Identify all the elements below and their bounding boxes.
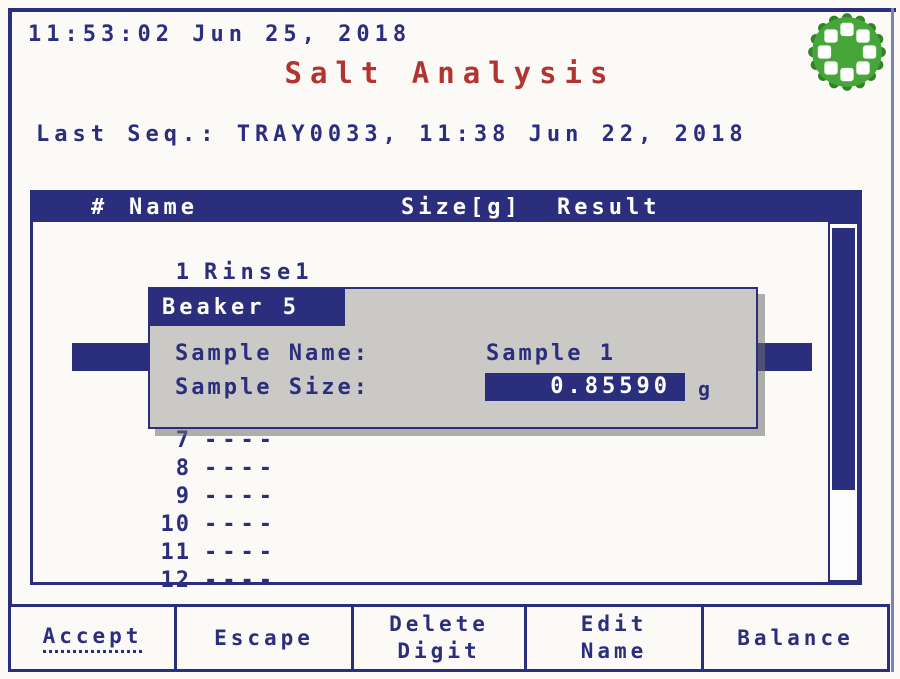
function-key-bar: Accept Escape Delete Digit Edit Name Bal… (8, 604, 890, 672)
table-row[interactable]: 2Rinse2 (72, 259, 812, 313)
row-name: ---- (203, 484, 277, 509)
row-number: 1 (175, 260, 191, 285)
table-row[interactable]: 12 ---- (72, 539, 812, 593)
escape-button[interactable]: Escape (177, 607, 354, 669)
last-sequence-status: Last Seq.: TRAY0033, 11:38 Jun 22, 2018 (36, 122, 748, 147)
scrollbar[interactable] (828, 222, 859, 582)
row-number: 8 (175, 456, 191, 481)
row-name: ---- (203, 540, 277, 565)
sample-size-unit: g (698, 377, 713, 401)
escape-button-label: Escape (214, 625, 314, 650)
row-number: 10 (160, 512, 191, 537)
table-header: # Name Size[g] Result (33, 193, 859, 222)
dialog-title: Beaker 5 (150, 289, 345, 326)
column-header-name: Name (129, 195, 198, 220)
delete-digit-button-label2: Digit (397, 639, 481, 663)
sample-name-value: Sample 1 (486, 341, 616, 366)
edit-name-button[interactable]: Edit Name (527, 607, 704, 669)
sample-table (30, 190, 862, 585)
delete-digit-button-label: Delete (389, 612, 489, 636)
tray-carousel-icon (808, 13, 886, 91)
delete-digit-button[interactable]: Delete Digit (354, 607, 527, 669)
edit-name-button-label2: Name (580, 639, 648, 663)
accept-button[interactable]: Accept (11, 607, 177, 669)
beaker-dialog: Beaker 5 Sample Name: Sample 1 Sample Si… (148, 287, 758, 429)
row-name: ---- (203, 428, 277, 453)
edit-name-button-label: Edit (580, 612, 648, 636)
column-header-size: Size[g] (401, 195, 522, 220)
table-row[interactable]: 7 ---- (72, 399, 812, 453)
row-number: 12 (160, 568, 191, 593)
row-name: ---- (203, 512, 277, 537)
table-row[interactable]: 8 ---- (72, 427, 812, 481)
sample-size-label: Sample Size: (175, 375, 370, 400)
scrollbar-thumb[interactable] (832, 228, 855, 490)
table-row[interactable]: 9 ---- (72, 455, 812, 509)
screen-border-left (8, 8, 12, 672)
balance-button-label: Balance (737, 625, 854, 650)
row-number: 11 (160, 540, 191, 565)
sample-name-label: Sample Name: (175, 341, 370, 366)
column-header-number: # (91, 195, 109, 220)
row-number: 9 (175, 484, 191, 509)
row-name: Rinse1 (203, 260, 314, 285)
row-number: 7 (175, 428, 191, 453)
screen-border-right (891, 8, 894, 672)
table-row[interactable]: 1 Rinse1 (72, 231, 812, 285)
accept-button-label: Accept (42, 623, 143, 653)
clock-display: 11:53:02 Jun 25, 2018 (28, 22, 412, 47)
sample-size-field[interactable]: 0.85590 (485, 373, 685, 401)
balance-button[interactable]: Balance (704, 607, 887, 669)
table-row[interactable]: 11 ---- (72, 511, 812, 565)
row-name: ---- (203, 456, 277, 481)
column-header-result: Result (557, 195, 661, 220)
screen-border-top (8, 8, 896, 12)
row-name: ---- (203, 568, 277, 593)
page-title: Salt Analysis (284, 56, 616, 90)
table-row[interactable]: 10 ---- (72, 483, 812, 537)
